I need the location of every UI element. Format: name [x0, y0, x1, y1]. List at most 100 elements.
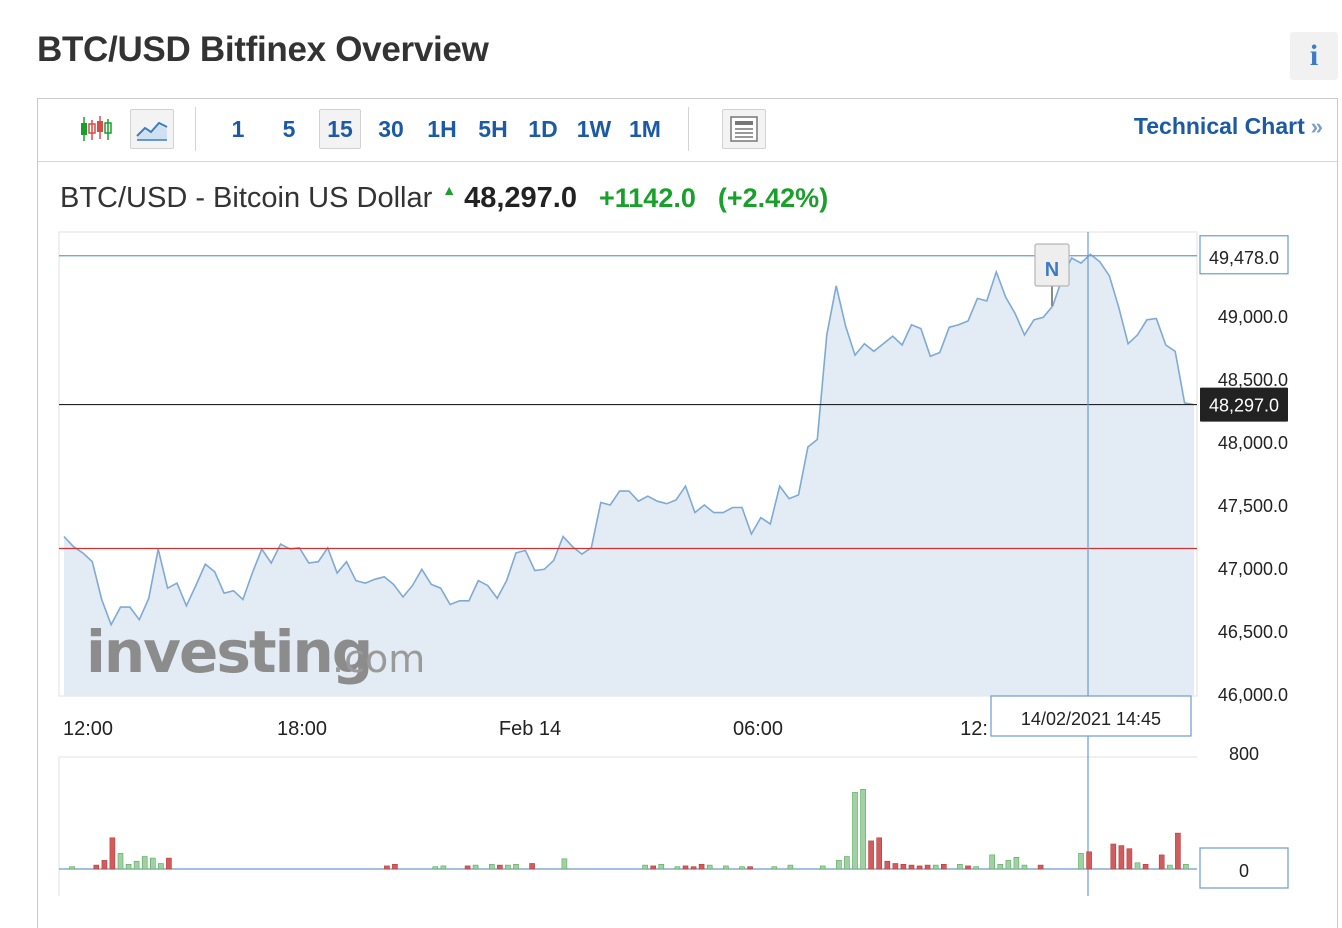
x-tick-label: 18:00 — [277, 718, 327, 740]
candlestick-icon — [81, 116, 112, 141]
volume-bar — [892, 863, 899, 870]
x-tick-label: 06:00 — [733, 718, 783, 740]
timeframe-1m[interactable]: 1M — [629, 115, 661, 142]
volume-bar — [505, 864, 511, 870]
volume-bar — [1134, 862, 1141, 870]
timeframe-30[interactable]: 30 — [378, 115, 404, 142]
volume-bar — [690, 866, 697, 870]
news-icon — [730, 116, 758, 142]
volume-bar — [101, 860, 108, 870]
volume-bar — [908, 864, 915, 870]
volume-bar — [706, 864, 713, 870]
timeframe-5[interactable]: 5 — [282, 115, 296, 142]
news-button[interactable] — [722, 109, 766, 149]
volume-bar — [973, 866, 979, 870]
page-title: BTC/USD Bitfinex Overview — [37, 30, 489, 69]
volume-bar — [1037, 864, 1044, 870]
volume-bar — [989, 854, 996, 870]
volume-bar — [513, 863, 519, 870]
candlestick-chart-button[interactable] — [74, 109, 118, 149]
volume-bar — [916, 865, 923, 870]
volume-bar — [940, 863, 947, 870]
volume-bar — [392, 863, 398, 870]
high-price-box — [1199, 235, 1289, 275]
volume-bar — [472, 864, 479, 870]
volume-bar — [150, 857, 156, 870]
y-tick-label: 48,000.0 — [1218, 433, 1288, 453]
instrument-header: BTC/USD - Bitcoin US Dollar ▲ 48,297.0 +… — [60, 178, 828, 218]
timeframe-15[interactable]: 15 — [319, 109, 361, 149]
timeframe-1d[interactable]: 1D — [528, 115, 558, 142]
volume-bar — [860, 788, 866, 870]
info-icon: i — [1309, 39, 1319, 72]
volume-bar — [561, 858, 568, 870]
volume-bar — [844, 856, 850, 870]
timeframe-1h[interactable]: 1H — [427, 115, 457, 142]
volume-bar — [141, 856, 148, 870]
volume-axis-max: 800 — [1229, 744, 1259, 764]
volume-bar — [658, 863, 665, 870]
volume-bar — [93, 864, 100, 870]
volume-bar — [1110, 843, 1117, 870]
volume-bar — [117, 853, 124, 870]
news-marker-label: N — [1045, 259, 1059, 281]
chart-toolbar: 1 5 15 30 1H 5H 1D 1W 1M Technical Chart… — [38, 99, 1337, 162]
high-price-label: 49,478.0 — [1209, 248, 1279, 268]
info-button[interactable]: i — [1290, 32, 1338, 80]
volume-bar — [1078, 853, 1084, 870]
technical-chart-label: Technical Chart — [1133, 113, 1305, 139]
volume-bar — [819, 865, 826, 870]
volume-bar — [158, 863, 164, 870]
timeframe-1w[interactable]: 1W — [576, 115, 612, 142]
volume-bar — [1005, 860, 1012, 870]
technical-chart-link[interactable]: Technical Chart» — [1134, 113, 1323, 140]
volume-bar — [464, 865, 471, 870]
volume-bar — [1183, 863, 1189, 870]
instrument-change: +1142.0 — [599, 182, 696, 213]
volume-bar — [1158, 854, 1165, 870]
volume-bar — [957, 863, 963, 870]
volume-bar — [1013, 856, 1020, 870]
chart-widget-frame — [37, 98, 1338, 928]
volume-bar — [900, 863, 907, 870]
timeframe-5h[interactable]: 5H — [478, 115, 508, 142]
y-tick-label: 49,000.0 — [1218, 307, 1288, 327]
volume-bar — [876, 837, 883, 870]
volume-bar — [884, 860, 891, 870]
price-line — [63, 253, 1195, 627]
volume-bar — [432, 866, 439, 870]
volume-value-box — [1199, 847, 1289, 889]
last-price-box — [1200, 387, 1288, 422]
volume-bar — [924, 864, 931, 870]
volume-bar — [384, 865, 390, 870]
volume-bar — [1126, 848, 1133, 870]
instrument-name: BTC/USD - Bitcoin US Dollar — [60, 181, 433, 214]
chevron-right-icon: » — [1310, 114, 1323, 139]
volume-bar — [497, 864, 503, 870]
volume-bar — [1142, 863, 1149, 870]
x-tick-label: 12:00 — [63, 718, 113, 740]
volume-bar — [965, 865, 971, 870]
x-tick-label: Feb 14 — [499, 718, 561, 740]
price-area — [64, 254, 1194, 697]
volume-bar — [932, 864, 939, 870]
y-tick-label: 46,500.0 — [1218, 622, 1288, 642]
volume-bar — [852, 792, 858, 870]
x-tick-label: 12: — [960, 718, 988, 740]
volume-bar — [868, 840, 874, 870]
timeframe-1[interactable]: 1 — [231, 115, 245, 142]
up-arrow-icon: ▲ — [442, 182, 457, 198]
last-price-label: 48,297.0 — [1209, 396, 1279, 416]
line-chart-button[interactable] — [130, 109, 174, 149]
y-tick-label: 47,000.0 — [1218, 559, 1288, 579]
volume-bar — [1167, 864, 1173, 870]
crosshair-time-box — [990, 695, 1192, 737]
volume-bar — [1021, 864, 1028, 870]
investing-watermark: investing .com — [86, 618, 425, 686]
y-tick-label: 47,500.0 — [1218, 496, 1288, 516]
volume-bar — [488, 863, 495, 870]
toolbar-separator — [688, 107, 689, 151]
y-tick-label: 46,000.0 — [1218, 685, 1288, 705]
volume-bar — [787, 864, 794, 870]
